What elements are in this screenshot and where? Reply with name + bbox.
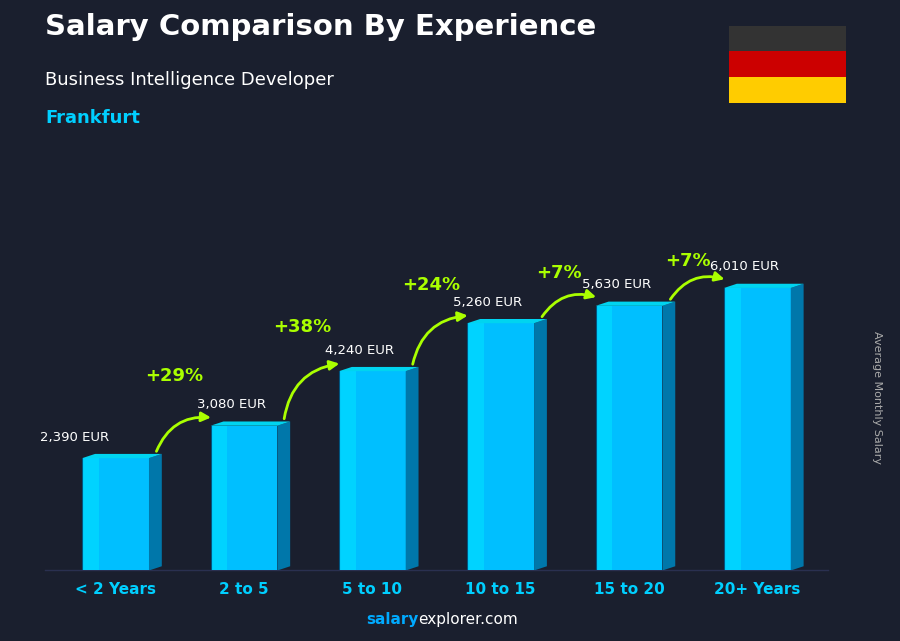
Text: 2,390 EUR: 2,390 EUR	[40, 431, 109, 444]
Text: +24%: +24%	[402, 276, 460, 294]
Text: Average Monthly Salary: Average Monthly Salary	[872, 331, 883, 464]
Text: 6,010 EUR: 6,010 EUR	[710, 260, 779, 274]
Polygon shape	[596, 302, 675, 306]
Polygon shape	[149, 454, 162, 570]
Text: Salary Comparison By Experience: Salary Comparison By Experience	[45, 13, 596, 41]
Bar	[729, 26, 846, 51]
Polygon shape	[339, 367, 418, 371]
Text: 4,240 EUR: 4,240 EUR	[325, 344, 394, 356]
Polygon shape	[534, 319, 547, 570]
Text: 5,630 EUR: 5,630 EUR	[581, 278, 651, 291]
Polygon shape	[662, 302, 675, 570]
Bar	[724, 288, 791, 570]
Text: +7%: +7%	[665, 252, 711, 271]
Polygon shape	[467, 319, 547, 323]
Polygon shape	[406, 367, 419, 570]
Polygon shape	[82, 454, 162, 458]
Text: +38%: +38%	[274, 319, 332, 337]
Bar	[82, 458, 99, 570]
Bar	[729, 51, 846, 77]
Polygon shape	[791, 284, 804, 570]
Bar	[211, 426, 277, 570]
Polygon shape	[277, 422, 290, 570]
Polygon shape	[724, 284, 804, 288]
Text: 3,080 EUR: 3,080 EUR	[196, 398, 266, 411]
Bar	[82, 458, 149, 570]
Text: salary: salary	[366, 612, 418, 627]
Text: explorer.com: explorer.com	[418, 612, 518, 627]
Bar	[467, 323, 534, 570]
Bar	[211, 426, 228, 570]
Polygon shape	[211, 422, 290, 426]
Bar	[339, 371, 356, 570]
Bar	[596, 306, 662, 570]
Text: +7%: +7%	[536, 264, 582, 283]
Bar	[724, 288, 741, 570]
Text: +29%: +29%	[145, 367, 203, 385]
Bar	[596, 306, 612, 570]
Bar	[467, 323, 484, 570]
Text: Business Intelligence Developer: Business Intelligence Developer	[45, 71, 334, 88]
Text: Frankfurt: Frankfurt	[45, 109, 140, 127]
Text: 5,260 EUR: 5,260 EUR	[454, 296, 522, 309]
Bar	[729, 77, 846, 103]
Bar	[339, 371, 406, 570]
